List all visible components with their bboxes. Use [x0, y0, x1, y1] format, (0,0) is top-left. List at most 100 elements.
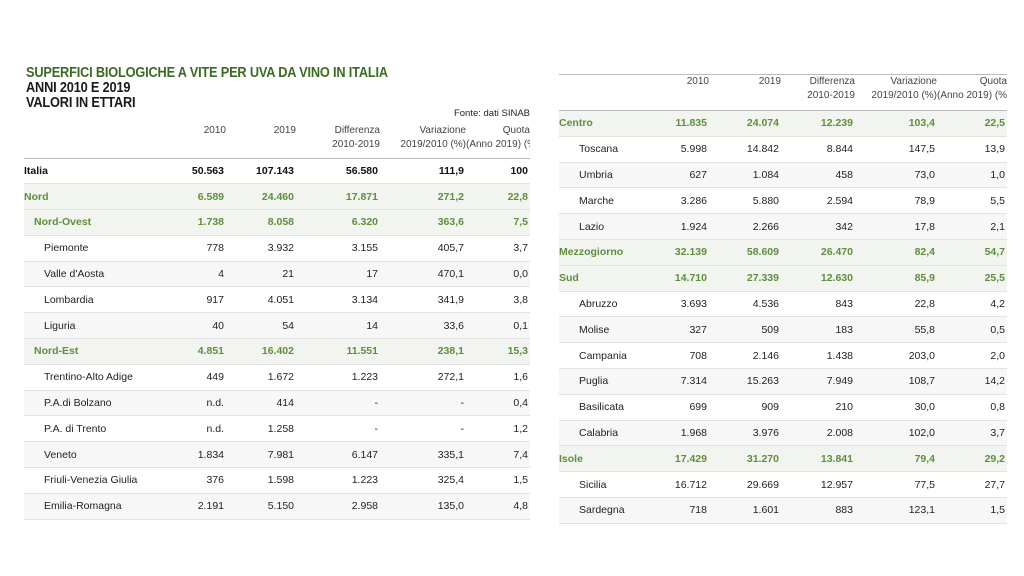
quota-cell: 4,8: [466, 493, 530, 520]
value-2010-cell: 1.834: [154, 441, 226, 469]
value-2010-cell: 6.589: [154, 183, 226, 211]
row-name-cell: P.A.di Bolzano: [24, 390, 154, 417]
row-name-cell: Mezzogiorno: [559, 239, 651, 266]
value-2019-cell: 4.051: [226, 286, 296, 314]
value-2019-cell: 15.263: [709, 368, 781, 395]
title-line-3: VALORI IN ETTARI: [26, 95, 136, 111]
row-name-cell: Umbria: [559, 162, 651, 189]
variazione-cell: 135,0: [380, 493, 466, 520]
differenza-cell: 12.957: [781, 471, 855, 498]
table-row: Lombardia 917 4.051 3.134 341,9 3,8: [24, 286, 530, 314]
row-name-cell: Molise: [559, 316, 651, 344]
quota-cell: 4,2: [937, 291, 1007, 318]
variazione-cell: 22,8: [855, 291, 937, 318]
value-2010-cell: 4.851: [154, 338, 226, 365]
value-2010-cell: 5.998: [651, 136, 709, 163]
quota-cell: 2,0: [937, 342, 1007, 369]
quota-cell: 29,2: [937, 445, 1007, 473]
value-2019-cell: 414: [226, 390, 296, 417]
differenza-cell: 17.871: [296, 183, 380, 211]
quota-cell: 7,5: [466, 209, 530, 236]
value-2019-cell: 24.460: [226, 183, 296, 211]
differenza-cell: 26.470: [781, 239, 855, 266]
differenza-cell: 7.949: [781, 368, 855, 395]
header-2010: 2010: [651, 74, 709, 111]
right-data-table: 2010 2019 Differenza 2010-2019 Variazione…: [559, 74, 1007, 524]
quota-cell: 3,8: [466, 286, 530, 314]
value-2010-cell: 14.710: [651, 265, 709, 292]
table-row: Basilicata 699 909 210 30,0 0,8: [559, 394, 1007, 421]
variazione-cell: 335,1: [380, 441, 466, 469]
quota-cell: 3,7: [466, 235, 530, 262]
value-2010-cell: 17.429: [651, 445, 709, 473]
row-name-cell: P.A. di Trento: [24, 415, 154, 443]
variazione-cell: 470,1: [380, 261, 466, 288]
table-row: Nord-Est 4.851 16.402 11.551 238,1 15,3: [24, 338, 530, 365]
table-row: Veneto 1.834 7.981 6.147 335,1 7,4: [24, 441, 530, 469]
source-note: Fonte: dati SINAB: [453, 108, 530, 119]
differenza-cell: 6.147: [296, 441, 380, 469]
value-2010-cell: 16.712: [651, 471, 709, 498]
table-row: Campania 708 2.146 1.438 203,0 2,0: [559, 342, 1007, 369]
table-row: Sicilia 16.712 29.669 12.957 77,5 27,7: [559, 471, 1007, 498]
variazione-cell: 103,4: [855, 110, 937, 137]
differenza-cell: 13.841: [781, 445, 855, 473]
differenza-cell: 843: [781, 291, 855, 318]
value-2010-cell: 1.968: [651, 420, 709, 447]
table-row: Lazio 1.924 2.266 342 17,8 2,1: [559, 213, 1007, 240]
value-2010-cell: 1.738: [154, 209, 226, 236]
table-row: Calabria 1.968 3.976 2.008 102,0 3,7: [559, 420, 1007, 447]
differenza-cell: 1.223: [296, 364, 380, 391]
table-row: P.A.di Bolzano n.d. 414- -0,4: [24, 390, 530, 417]
value-2019-cell: 3.932: [226, 235, 296, 262]
header-quota: Quota(Anno 2019) (%): [937, 74, 1007, 111]
variazione-cell: 147,5: [855, 136, 937, 163]
value-2010-cell: 3.286: [651, 187, 709, 215]
differenza-cell: 56.580: [296, 158, 380, 185]
value-2019-cell: 1.598: [226, 467, 296, 494]
differenza-cell: 458: [781, 162, 855, 189]
value-2019-cell: 14.842: [709, 136, 781, 163]
value-2010-cell: 376: [154, 467, 226, 494]
table-row: Valle d'Aosta 4 21 17 470,1 0,0: [24, 261, 530, 288]
table-row: P.A. di Trento n.d. 1.258- -1,2: [24, 415, 530, 443]
value-2010-cell: 699: [651, 394, 709, 421]
value-2010-cell: 40: [154, 312, 226, 340]
quota-cell: 14,2: [937, 368, 1007, 395]
title-line-1: SUPERFICI BIOLOGICHE A VITE PER UVA DA V…: [26, 65, 388, 81]
variazione-cell: 79,4: [855, 445, 937, 473]
row-name-cell: Nord: [24, 183, 154, 211]
quota-cell: 1,5: [466, 467, 530, 494]
row-name-cell: Veneto: [24, 441, 154, 469]
value-2019-cell: 1.084: [709, 162, 781, 189]
table-row: Trentino-Alto Adige 449 1.672 1.223 272,1 1,6: [24, 364, 530, 391]
variazione-cell: 203,0: [855, 342, 937, 369]
table-row: Toscana 5.998 14.842 8.844 147,5 13,9: [559, 136, 1007, 163]
variazione-cell: 108,7: [855, 368, 937, 395]
quota-cell: 5,5: [937, 187, 1007, 215]
variazione-cell: 272,1: [380, 364, 466, 391]
variazione-cell: 73,0: [855, 162, 937, 189]
left-data-table: 2010 2019 Differenza 2010-2019 Variazione…: [24, 124, 530, 520]
title-line-2: ANNI 2010 E 2019: [26, 80, 131, 96]
table-row: Friuli-Venezia Giulia 376 1.598 1.223 325,4 1…: [24, 467, 530, 494]
header-variazione: Variazione 2019/2010 (%): [380, 124, 466, 159]
value-2019-cell: 24.074: [709, 110, 781, 137]
value-2010-cell: 7.314: [651, 368, 709, 395]
header-differenza: Differenza 2010-2019: [296, 124, 380, 159]
value-2019-cell: 509: [709, 316, 781, 344]
differenza-cell: 11.551: [296, 338, 380, 365]
row-name-cell: Piemonte: [24, 235, 154, 262]
differenza-cell: 2.008: [781, 420, 855, 447]
row-name-cell: Emilia-Romagna: [24, 493, 154, 520]
value-2019-cell: 5.880: [709, 187, 781, 215]
header-2019: 2019: [226, 124, 296, 159]
variazione-cell: 405,7: [380, 235, 466, 262]
value-2019-cell: 21: [226, 261, 296, 288]
value-2019-cell: 16.402: [226, 338, 296, 365]
quota-cell: 25,5: [937, 265, 1007, 292]
quota-cell: 1,5: [937, 497, 1007, 524]
value-2010-cell: 718: [651, 497, 709, 524]
row-name-cell: Toscana: [559, 136, 651, 163]
differenza-cell: 3.134: [296, 286, 380, 314]
